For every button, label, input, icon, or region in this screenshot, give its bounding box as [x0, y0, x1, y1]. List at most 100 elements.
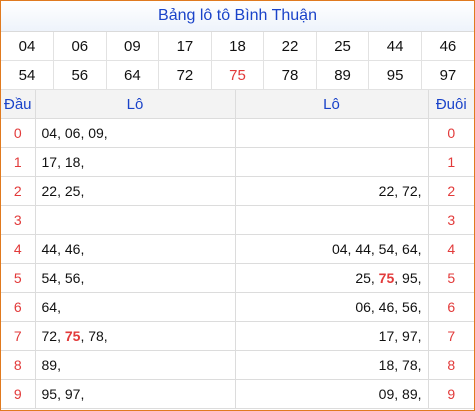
lo-number: 04 [331, 241, 348, 257]
lo-number: 78 [88, 328, 104, 344]
lo-number: 89 [41, 357, 58, 373]
lo-number: 78 [402, 357, 418, 373]
lo-row: 2 22, 25, 22, 72, 2 [1, 176, 474, 206]
table-title: Bảng lô tô Bình Thuận [1, 1, 474, 32]
lo-number: 44 [41, 241, 58, 257]
lo-right-cell: 25, 75, 95, [235, 263, 429, 293]
lo-number: 18 [64, 154, 81, 170]
lo-right-cell [235, 205, 429, 235]
duoi-index: 2 [428, 176, 474, 206]
number-cell: 04 [1, 32, 55, 61]
lo-number: 97 [402, 328, 418, 344]
duoi-index: 7 [428, 321, 474, 351]
lo-number: 64 [41, 299, 58, 315]
number-cell: 22 [263, 32, 317, 61]
dau-index: 2 [1, 176, 36, 206]
lo-number: 46 [64, 241, 81, 257]
duoi-index: 8 [428, 350, 474, 380]
lo-right-cell: 09, 89, [235, 379, 429, 409]
number-cell: 89 [316, 60, 370, 90]
lo-right-cell: 06, 46, 56, [235, 292, 429, 322]
lo-left-cell: 22, 25, [35, 176, 236, 206]
lo-left-cell: 89, [35, 350, 236, 380]
dau-index: 5 [1, 263, 36, 293]
lo-number: 75 [64, 328, 81, 344]
duoi-index: 4 [428, 234, 474, 264]
lo-left-cell: 04, 06, 09, [35, 118, 236, 148]
lo-right-cell [235, 147, 429, 177]
lo-number: 25 [355, 270, 371, 286]
lo-number: 46 [378, 299, 395, 315]
dau-index: 4 [1, 234, 36, 264]
lo-left-cell [35, 205, 236, 235]
numbers-row: 04 06 09 17 18 22 25 44 46 [1, 32, 474, 61]
lo-left-cell: 54, 56, [35, 263, 236, 293]
lo-row: 7 72, 75, 78, 17, 97, 7 [1, 321, 474, 351]
lo-number: 17 [378, 328, 395, 344]
number-cell: 09 [106, 32, 160, 61]
lo-right-cell: 04, 44, 54, 64, [235, 234, 429, 264]
header-duoi: Đuôi [428, 90, 474, 119]
lo-number: 06 [355, 299, 371, 315]
lo-number: 44 [355, 241, 371, 257]
lo-number: 17 [41, 154, 58, 170]
lo-number: 95 [41, 386, 58, 402]
lo-number: 95 [402, 270, 418, 286]
lo-number: 54 [378, 241, 395, 257]
lo-row: 0 04, 06, 09, 0 [1, 118, 474, 148]
lo-row: 9 95, 97, 09, 89, 9 [1, 379, 474, 409]
duoi-index: 3 [428, 205, 474, 235]
lo-row: 6 64, 06, 46, 56, 6 [1, 292, 474, 322]
duoi-index: 9 [428, 379, 474, 409]
duoi-index: 5 [428, 263, 474, 293]
number-cell: 72 [158, 60, 212, 90]
duoi-index: 1 [428, 147, 474, 177]
number-cell: 25 [316, 32, 370, 61]
dau-index: 3 [1, 205, 36, 235]
numbers-row: 54 56 64 72 75 78 89 95 97 [1, 60, 474, 90]
lo-right-cell: 22, 72, [235, 176, 429, 206]
number-cell: 97 [421, 60, 474, 90]
lo-number: 89 [402, 386, 418, 402]
lo-row: 1 17, 18, 1 [1, 147, 474, 177]
lo-number: 06 [64, 125, 81, 141]
lo-number: 75 [378, 270, 395, 286]
dau-index: 1 [1, 147, 36, 177]
lo-number: 56 [402, 299, 418, 315]
lo-right-cell [235, 118, 429, 148]
dau-index: 8 [1, 350, 36, 380]
number-cell: 06 [53, 32, 107, 61]
lo-row: 4 44, 46, 04, 44, 54, 64, 4 [1, 234, 474, 264]
lo-left-cell: 44, 46, [35, 234, 236, 264]
number-cell: 78 [263, 60, 317, 90]
number-cell: 18 [211, 32, 265, 61]
header-lo-left: Lô [35, 90, 236, 119]
lo-number: 56 [64, 270, 81, 286]
number-cell: 17 [158, 32, 212, 61]
lo-right-cell: 18, 78, [235, 350, 429, 380]
number-cell: 95 [368, 60, 422, 90]
lo-left-cell: 17, 18, [35, 147, 236, 177]
number-cell: 54 [1, 60, 55, 90]
lo-number: 18 [378, 357, 395, 373]
lo-number: 22 [378, 183, 395, 199]
lo-number: 09 [378, 386, 395, 402]
number-cell: 56 [53, 60, 107, 90]
lo-left-cell: 72, 75, 78, [35, 321, 236, 351]
numbers-grid: 04 06 09 17 18 22 25 44 46 54 56 64 72 75 78 89 95 97 [1, 32, 474, 90]
number-cell: 64 [106, 60, 160, 90]
dau-index: 9 [1, 379, 36, 409]
dau-index: 6 [1, 292, 36, 322]
lo-number: 72 [402, 183, 418, 199]
lo-left-cell: 64, [35, 292, 236, 322]
header-lo-right: Lô [235, 90, 429, 119]
header-dau: Đầu [1, 90, 36, 119]
lo-right-cell: 17, 97, [235, 321, 429, 351]
lo-number: 72 [41, 328, 58, 344]
duoi-index: 6 [428, 292, 474, 322]
lo-row: 8 89, 18, 78, 8 [1, 350, 474, 380]
number-cell: 46 [421, 32, 474, 61]
dau-index: 7 [1, 321, 36, 351]
